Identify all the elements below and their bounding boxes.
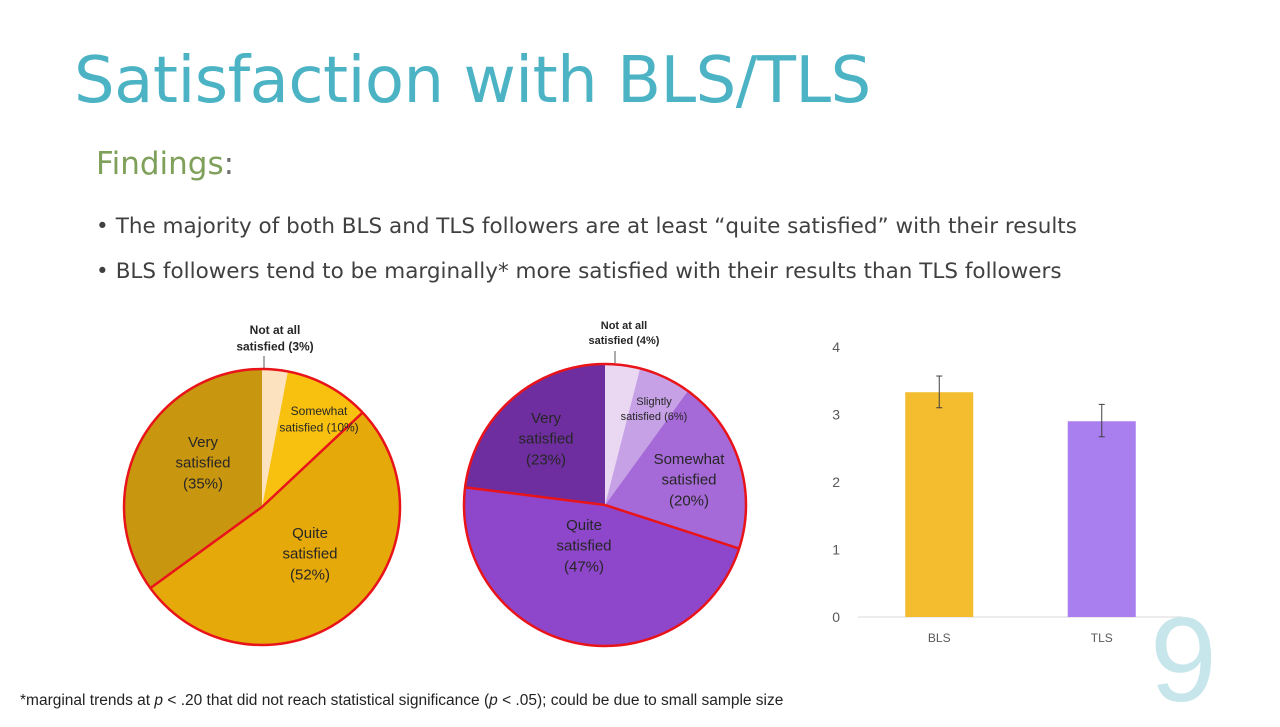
findings-heading-text: Findings — [96, 146, 224, 182]
footnote-pre: *marginal trends at — [20, 692, 155, 709]
bls-pie-label-quite-satisfied: Quite satisfied (52%) — [282, 525, 337, 583]
y-tick-label-1: 1 — [832, 542, 840, 558]
satisfaction-bar-chart: 0 1 2 3 4 BLS TLS — [832, 339, 1183, 645]
findings-heading: Findings: — [96, 146, 234, 182]
tls-pie-label-somewhat-satisfied: Somewhat satisfied (20%) — [654, 451, 726, 509]
y-tick-label-2: 2 — [832, 474, 840, 490]
bls-pie-slice-somewhat-satisfied — [262, 371, 363, 507]
bar-tls — [1067, 421, 1136, 617]
tls-pie-label-very-satisfied: Very satisfied (23%) — [518, 410, 573, 468]
tls-pie-slice-not-at-all-satisfied — [605, 364, 641, 505]
findings-heading-colon: : — [223, 146, 235, 182]
bls-pie-label-not-at-all-satisfied: Not at all satisfied (3%) — [236, 323, 313, 354]
finding-bullet-1: The majority of both BLS and TLS followe… — [96, 214, 1077, 239]
bls-pie-slice-not-at-all-satisfied — [262, 369, 288, 507]
tls-pie-label-quite-satisfied: Quite satisfied (47%) — [556, 517, 611, 575]
bls-pie-label-somewhat-satisfied: Somewhat satisfied (10%) — [279, 404, 358, 435]
bls-pie-highlight-edge-start — [261, 411, 364, 508]
bls-pie-highlight-outline — [122, 367, 402, 647]
tls-pie-label-slightly-satisfied: Slightly satisfied (6%) — [621, 396, 688, 423]
tls-pie-highlight-edge-end — [464, 486, 606, 507]
x-tick-label-tls: TLS — [1091, 631, 1113, 645]
y-tick-label-3: 3 — [832, 407, 840, 423]
bls-pie-highlight-edge-end — [149, 505, 263, 590]
tls-pie-slice-somewhat-satisfied — [605, 390, 747, 549]
page-number: 9 — [1150, 593, 1217, 727]
footnote-mid: < .20 that did not reach statistical sig… — [163, 692, 490, 709]
tls-pie-label-not-at-all-satisfied: Not at all satisfied (4%) — [589, 320, 660, 347]
footnote-p-2: p — [489, 692, 498, 709]
bls-pie-slice-very-satisfied — [124, 369, 262, 589]
tls-pie-slice-slightly-satisfied — [605, 368, 688, 505]
bar-bls — [905, 392, 974, 617]
y-tick-label-4: 4 — [832, 339, 840, 355]
finding-bullet-2: BLS followers tend to be marginally* mor… — [96, 259, 1077, 284]
footnote-post: < .05); could be due to small sample siz… — [497, 692, 784, 709]
footnote: *marginal trends at p < .20 that did not… — [20, 692, 783, 710]
bls-pie-label-very-satisfied: Very satisfied (35%) — [175, 434, 230, 492]
bls-pie-slice-quite-satisfied — [150, 412, 401, 646]
y-tick-label-0: 0 — [832, 609, 840, 625]
bls-pie-chart: Not at all satisfied (3%) Somewhat satisfie… — [122, 323, 402, 647]
slide-title: Satisfaction with BLS/TLS — [74, 44, 871, 118]
tls-pie-slice-very-satisfied — [465, 364, 605, 505]
x-tick-label-bls: BLS — [928, 631, 951, 645]
tls-pie-chart: Not at all satisfied (4%) Slightly satisfie… — [462, 320, 748, 648]
findings-list: The majority of both BLS and TLS followe… — [96, 214, 1077, 304]
tls-pie-highlight-edge-start — [604, 503, 740, 550]
footnote-p-1: p — [154, 692, 164, 709]
tls-pie-highlight-outline — [462, 362, 748, 648]
